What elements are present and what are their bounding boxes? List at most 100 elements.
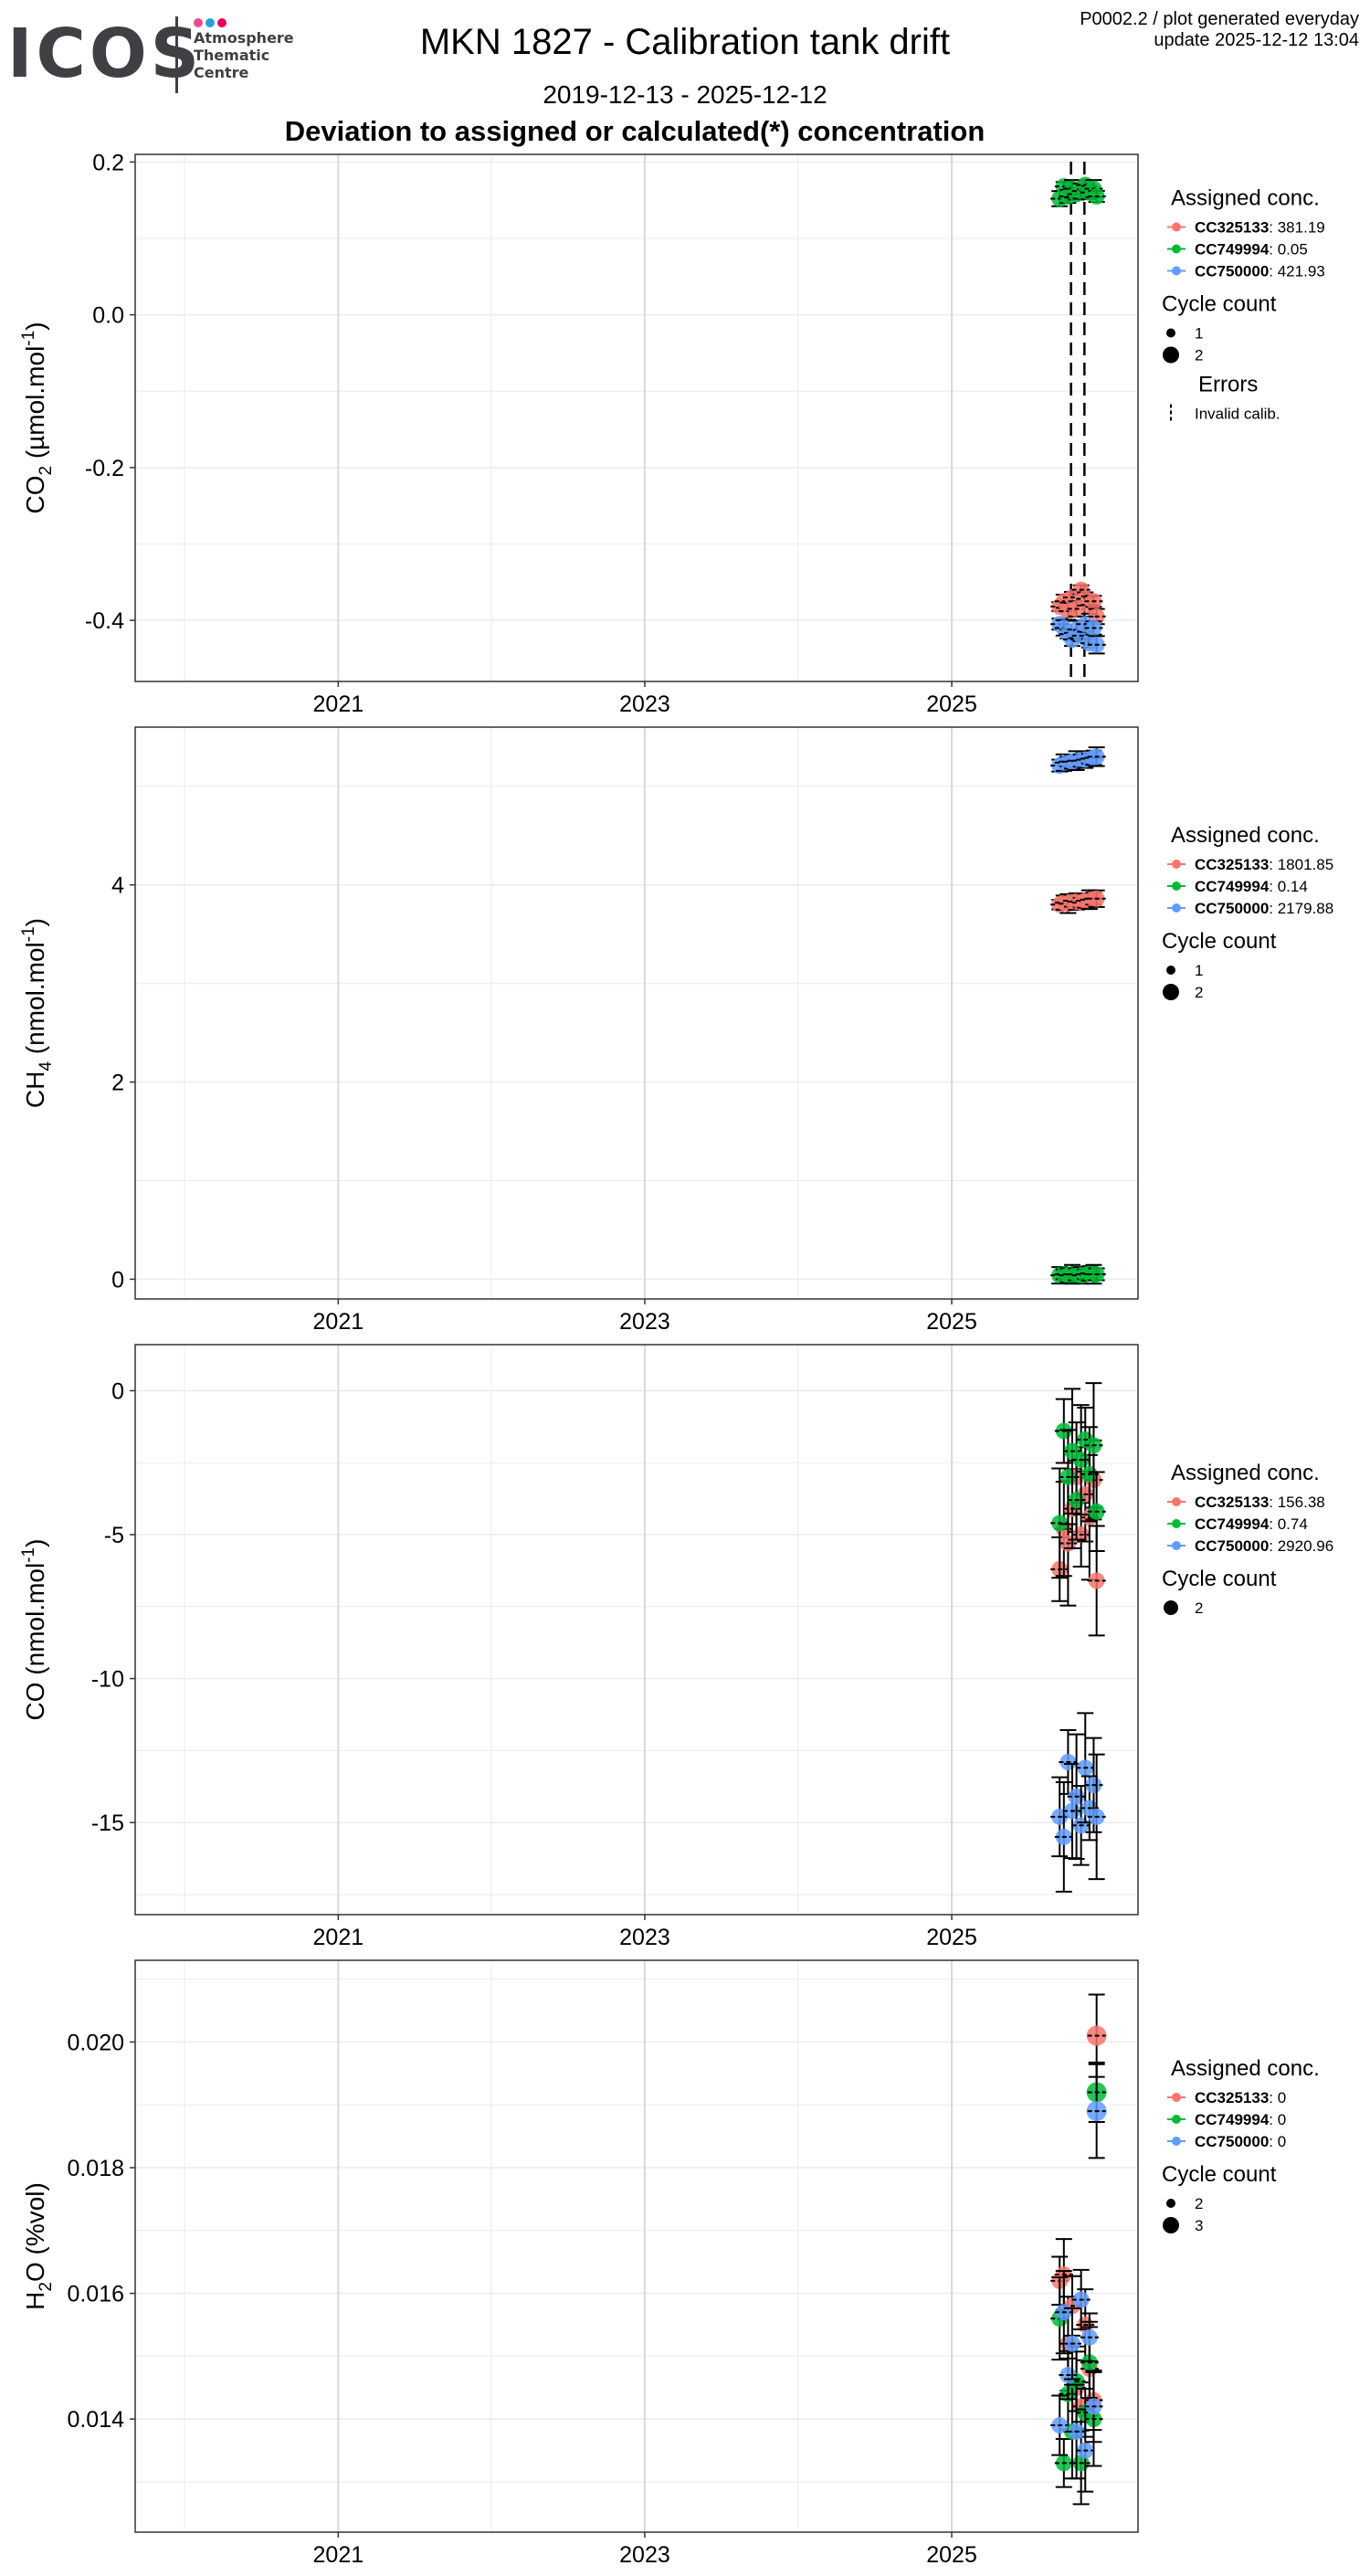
plot-frame xyxy=(134,153,1139,682)
legend-swatch xyxy=(1172,2137,1181,2146)
logo-wordmark: ICOS xyxy=(7,15,204,93)
y-axis-label: H2O (%vol) xyxy=(21,2182,56,2310)
y-tick-label: 4 xyxy=(111,873,124,899)
legend-errors-title: Errors xyxy=(1198,373,1258,397)
y-tick-label: 0 xyxy=(111,1378,124,1404)
legend-swatch xyxy=(1172,860,1181,869)
legend-size-swatch xyxy=(1166,328,1175,338)
logo-line: Thematic xyxy=(194,47,270,64)
plot-area xyxy=(135,154,1138,681)
legend-cycle-title: Cycle count xyxy=(1162,1567,1277,1591)
plot-area xyxy=(135,1960,1138,2532)
legend-size-label: 3 xyxy=(1195,2217,1203,2234)
legend-size-label: 2 xyxy=(1195,2195,1203,2212)
legend-size-swatch xyxy=(1166,2199,1175,2208)
legend-swatch xyxy=(1172,1541,1181,1550)
panel-h2o: 0.020 0.018 0.016 0.014 2021 2023 2025 H2O (%vo… xyxy=(21,1959,1320,2568)
x-tick-label: 2021 xyxy=(313,692,364,717)
x-tick-label: 2023 xyxy=(619,1309,670,1335)
plot-info: P0002.2 / plot generated everyday update… xyxy=(1080,9,1359,51)
legend-entry: CC325133: 0 xyxy=(1195,2089,1286,2106)
plot-area xyxy=(135,727,1138,1299)
legend-cycle-title: Cycle count xyxy=(1162,292,1277,317)
y-axis-label: CO2 (µmol.mol-1) xyxy=(19,322,56,513)
logo-dot xyxy=(217,18,227,27)
legend-entry: CC750000: 0 xyxy=(1195,2133,1286,2150)
legend-size-swatch xyxy=(1166,966,1175,975)
legend-entry: CC749994: 0.14 xyxy=(1195,878,1308,895)
legend-size-swatch xyxy=(1163,346,1179,364)
panel-ch4: 4 2 0 2021 2023 2025 CH4 (nmol.mol-1) Assigned … xyxy=(19,726,1333,1335)
legend-invalid-label: Invalid calib. xyxy=(1195,406,1280,423)
legend-swatch xyxy=(1172,882,1181,891)
logo-dot xyxy=(194,18,203,27)
panel-co: 0 -5 -10 -15 2021 2023 2025 CO (nmol.mol-1) Assi… xyxy=(19,1344,1333,1950)
y-tick-label: 0 xyxy=(111,1267,124,1293)
legend-entry: CC749994: 0.05 xyxy=(1195,241,1308,259)
y-tick-label: 0.014 xyxy=(67,2407,124,2433)
legend-title: Assigned conc. xyxy=(1171,1461,1320,1485)
legend-size-label: 2 xyxy=(1195,347,1203,364)
legend-swatch xyxy=(1172,1519,1181,1528)
y-tick-label: -5 xyxy=(104,1523,124,1548)
legend-size-label: 2 xyxy=(1195,984,1203,1001)
plot-frame xyxy=(134,1344,1139,1916)
x-tick-label: 2023 xyxy=(619,1925,670,1950)
legend-entry: CC750000: 2179.88 xyxy=(1195,900,1333,917)
legend-entry: CC749994: 0 xyxy=(1195,2111,1286,2128)
legend-swatch xyxy=(1172,266,1181,276)
legend-cycle-title: Cycle count xyxy=(1162,2162,1277,2187)
logo-line: Centre xyxy=(194,64,249,81)
y-tick-label: 0.018 xyxy=(67,2156,124,2181)
plot-frame xyxy=(134,1959,1139,2533)
x-tick-label: 2025 xyxy=(926,692,977,717)
x-tick-label: 2025 xyxy=(926,1925,977,1950)
x-tick-label: 2025 xyxy=(926,1309,977,1335)
legend-entry: CC750000: 2920.96 xyxy=(1195,1537,1333,1555)
legend-size-swatch xyxy=(1164,1600,1178,1615)
legend-entry: CC325133: 381.19 xyxy=(1195,219,1325,237)
plot-id-line: P0002.2 / plot generated everyday xyxy=(1080,9,1359,29)
legend-size-swatch xyxy=(1163,984,1179,1000)
legend-entry: CC325133: 156.38 xyxy=(1195,1494,1325,1511)
y-axis-label: CH4 (nmol.mol-1) xyxy=(19,918,56,1108)
legend-swatch xyxy=(1172,903,1181,913)
legend-title: Assigned conc. xyxy=(1171,2056,1320,2081)
y-tick-label: 0.2 xyxy=(92,150,124,175)
y-tick-label: -0.2 xyxy=(85,456,124,481)
y-axis-label: CO (nmol.mol-1) xyxy=(19,1539,49,1721)
x-tick-label: 2021 xyxy=(313,1925,364,1950)
legend-swatch xyxy=(1172,1497,1181,1506)
legend-cycle-title: Cycle count xyxy=(1162,929,1277,954)
legend-swatch xyxy=(1172,222,1181,232)
chart-title: MKN 1827 - Calibration tank drift xyxy=(419,22,951,62)
x-tick-label: 2023 xyxy=(619,2542,670,2568)
y-tick-label: -15 xyxy=(91,1811,124,1836)
icos-logo: ICOS Atmosphere Thematic Centre xyxy=(7,11,309,93)
legend-size-label: 1 xyxy=(1195,962,1203,979)
legend-title: Assigned conc. xyxy=(1171,823,1320,848)
x-tick-label: 2021 xyxy=(313,1309,364,1335)
legend-swatch xyxy=(1172,2115,1181,2124)
logo-divider xyxy=(175,16,178,93)
legend-swatch xyxy=(1172,2093,1181,2102)
legend-entry: CC325133: 1801.85 xyxy=(1195,856,1333,873)
y-tick-label: -0.4 xyxy=(85,608,124,634)
update-line: update 2025-12-12 13:04 xyxy=(1154,30,1359,50)
y-tick-label: 0.0 xyxy=(92,303,124,329)
legend-title: Assigned conc. xyxy=(1171,186,1320,211)
date-range: 2019-12-13 - 2025-12-12 xyxy=(543,80,827,109)
panel-co2: 0.2 0.0 -0.2 -0.4 2021 2023 2025 CO2 (µmol.mol-… xyxy=(19,150,1325,717)
x-tick-label: 2023 xyxy=(619,692,670,717)
logo-subtitle: Atmosphere Thematic Centre xyxy=(194,29,294,81)
legend-size-label: 2 xyxy=(1195,1599,1203,1617)
x-tick-label: 2025 xyxy=(926,2542,977,2568)
legend-size-label: 1 xyxy=(1195,325,1203,343)
y-tick-label: 0.020 xyxy=(67,2030,124,2055)
logo-dot xyxy=(206,18,215,27)
legend-entry: CC750000: 421.93 xyxy=(1195,263,1325,280)
legend-size-swatch xyxy=(1163,2217,1179,2233)
y-tick-label: 2 xyxy=(111,1071,124,1096)
logo-dots xyxy=(194,16,229,32)
